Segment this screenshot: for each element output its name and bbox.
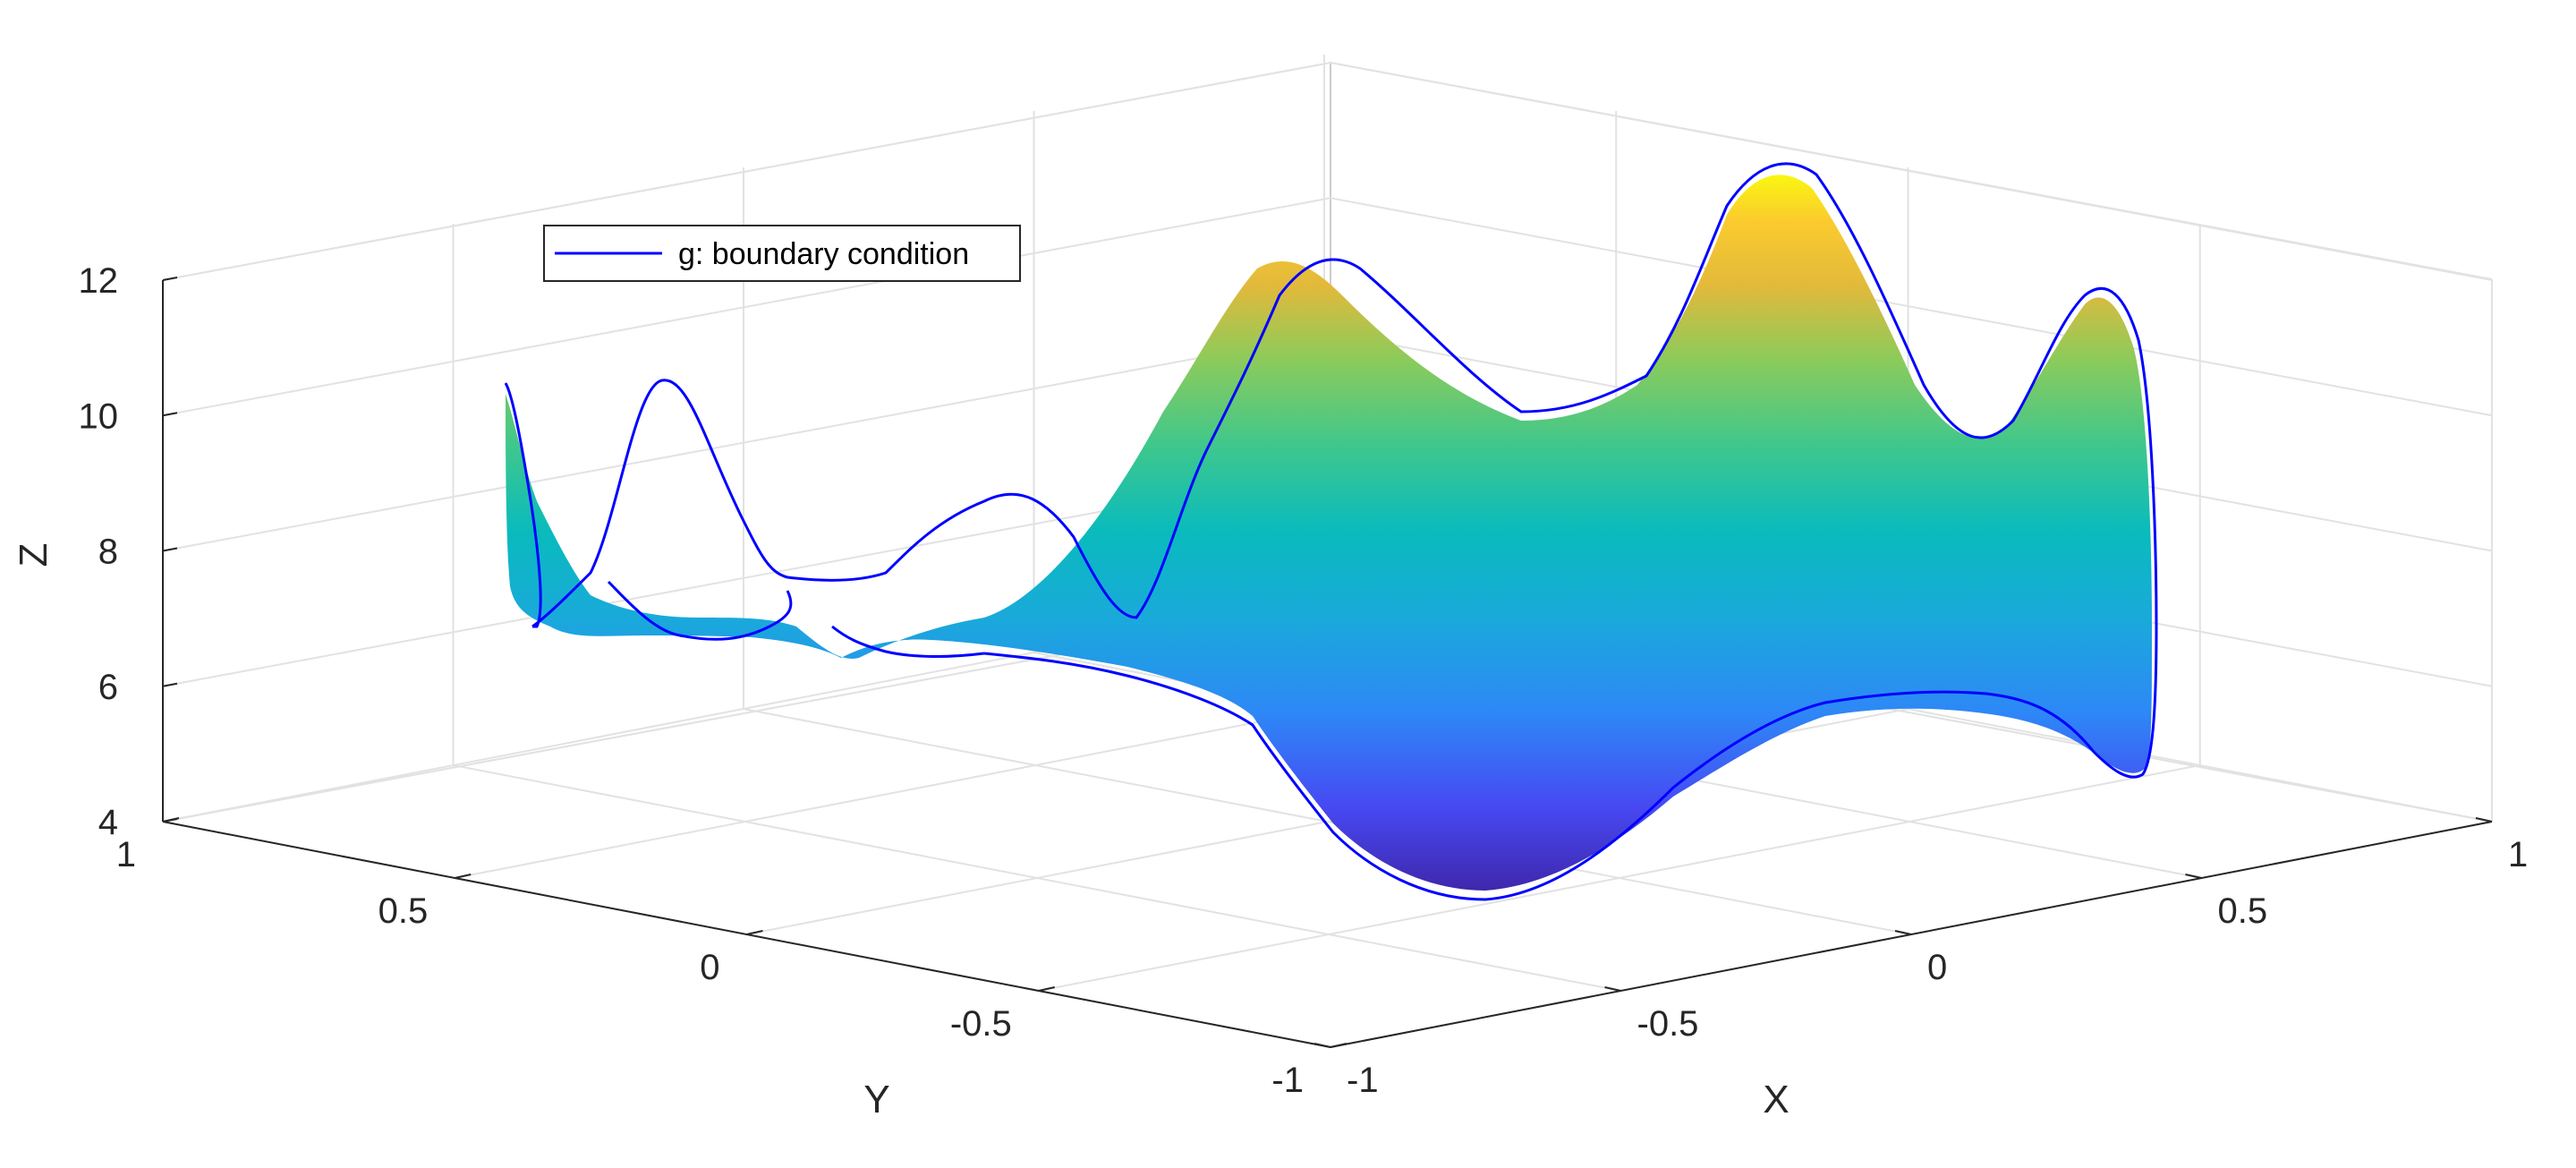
x-tick-mark	[2185, 874, 2202, 879]
boundary-curve-upper	[504, 162, 2158, 901]
surface-fill	[506, 175, 2152, 891]
z-tick-mark	[162, 547, 178, 552]
y-tick-mark	[746, 930, 763, 935]
x-axis-label: X	[1763, 1078, 1789, 1121]
y-tick-label: 0.5	[378, 891, 429, 931]
y-tick-mark	[455, 874, 472, 879]
x-tick-mark	[1894, 930, 1912, 935]
z-tick-label: 10	[79, 396, 119, 436]
y-tick-mark	[162, 817, 180, 823]
x-ticks: -1 -0.5 0 0.5 1	[1314, 817, 2528, 1100]
x-grid-line-floor	[743, 708, 1912, 935]
x-tick-label: -0.5	[1637, 1004, 1699, 1044]
x-tick-label: 1	[2508, 835, 2528, 874]
x-tick-mark	[2475, 817, 2493, 823]
z-tick-mark	[162, 277, 178, 281]
x-tick-label: 0.5	[2218, 891, 2268, 931]
z-tick-label: 6	[98, 668, 118, 707]
y-ticks: -1 -0.5 0 0.5 1	[116, 817, 1348, 1100]
x-grid-line-floor	[453, 764, 1621, 992]
y-tick-label: 0	[700, 948, 719, 987]
z-grid-line-left	[162, 62, 1331, 281]
x-tick-mark	[1314, 1043, 1331, 1048]
z-tick-label: 12	[79, 261, 119, 301]
z-tick-label: 8	[98, 533, 118, 572]
z-tick-mark	[162, 682, 178, 687]
y-tick-label: -1	[1271, 1061, 1304, 1100]
z-tick-label: 4	[98, 803, 118, 842]
legend: g: boundary condition	[543, 225, 1021, 282]
z-grid-line-right	[1330, 62, 2493, 281]
x-tick-label: 0	[1927, 948, 1947, 987]
z-axis-label: Z	[12, 543, 55, 567]
z-grid-line-left	[162, 332, 1331, 552]
y-axis-label: Y	[863, 1078, 889, 1121]
y-tick-mark	[1330, 1043, 1348, 1048]
z-ticks: 4 6 8 10 12	[79, 261, 178, 842]
y-tick-label: -0.5	[950, 1004, 1012, 1044]
boundary-curve-left-lobe	[607, 580, 793, 641]
y-tick-mark	[1038, 986, 1055, 992]
boundary-curve	[504, 162, 2158, 901]
z-grid-line-left	[162, 197, 1331, 417]
y-tick-label: 1	[116, 835, 136, 874]
surface	[506, 175, 2152, 891]
z-tick-mark	[162, 412, 178, 417]
boundary-curve-tail	[831, 625, 985, 659]
z-grid-line-right	[1330, 197, 2493, 417]
x-tick-mark	[1604, 986, 1621, 992]
x-tick-label: -1	[1347, 1061, 1379, 1100]
legend-entry-label: g: boundary condition	[678, 237, 969, 271]
